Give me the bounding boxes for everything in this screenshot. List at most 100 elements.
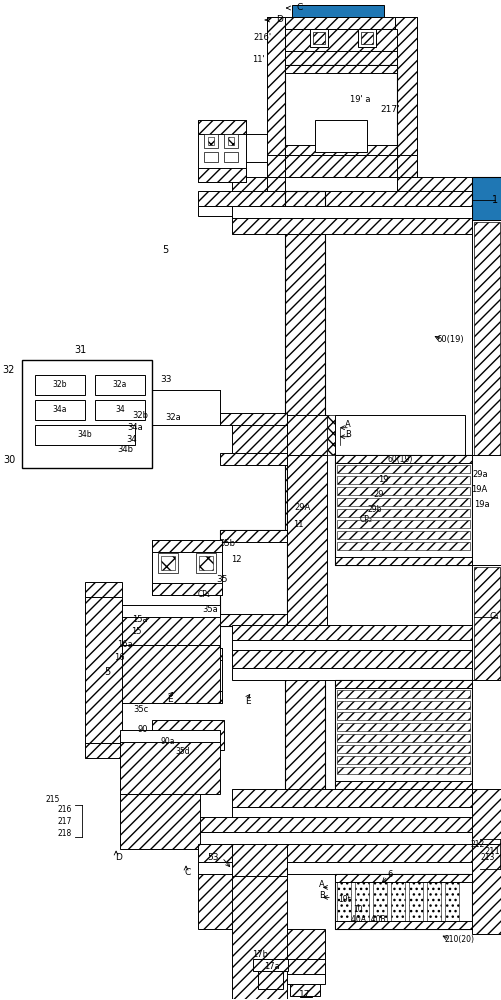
Bar <box>120 740 219 794</box>
Bar <box>336 520 469 528</box>
Text: A: A <box>344 420 350 429</box>
Bar <box>197 844 473 862</box>
Bar <box>471 680 501 789</box>
Bar <box>120 730 219 742</box>
Bar <box>197 817 473 832</box>
Bar <box>471 789 501 844</box>
Bar <box>161 663 175 677</box>
Text: 213: 213 <box>479 853 494 862</box>
Text: 218: 218 <box>58 829 72 838</box>
Bar <box>267 17 414 29</box>
Text: 32b: 32b <box>53 380 67 389</box>
Text: 29b: 29b <box>367 505 382 514</box>
Bar <box>336 767 469 774</box>
Bar <box>161 556 175 570</box>
Text: 15a: 15a <box>132 615 148 624</box>
Bar <box>120 605 219 617</box>
Bar <box>285 959 324 977</box>
Text: 29: 29 <box>372 490 383 499</box>
Bar <box>471 177 501 221</box>
Bar <box>471 220 501 500</box>
Text: 17a: 17a <box>264 962 279 971</box>
Bar <box>354 876 368 927</box>
Bar <box>336 712 469 720</box>
Text: 10: 10 <box>352 905 362 914</box>
Text: 35a: 35a <box>202 605 217 614</box>
Text: 19: 19 <box>377 475 388 484</box>
Text: 40A, 40B: 40A, 40B <box>350 915 384 924</box>
Text: 35: 35 <box>216 575 227 584</box>
Text: 16: 16 <box>114 653 125 662</box>
Bar <box>223 134 237 148</box>
Bar <box>334 557 471 565</box>
Bar <box>231 625 471 640</box>
Text: 19a: 19a <box>473 500 489 509</box>
Text: 19' a: 19' a <box>349 95 369 104</box>
Text: 32a: 32a <box>113 380 127 389</box>
Bar <box>231 650 471 668</box>
Bar <box>326 415 334 455</box>
Bar <box>471 455 501 565</box>
Text: 211: 211 <box>483 847 499 856</box>
Bar <box>334 874 471 929</box>
Text: 11': 11' <box>251 55 264 64</box>
Text: 31: 31 <box>74 345 86 355</box>
Bar <box>253 959 288 971</box>
Text: C₁: C₁ <box>489 612 499 621</box>
Bar <box>231 640 471 650</box>
Bar <box>203 152 217 162</box>
Bar <box>219 614 287 626</box>
Bar <box>336 498 469 506</box>
Bar <box>223 152 237 162</box>
Bar <box>396 155 416 177</box>
Bar <box>231 216 471 234</box>
Bar <box>22 360 152 468</box>
Text: 34: 34 <box>115 405 125 414</box>
Text: 32: 32 <box>3 365 15 375</box>
Bar <box>158 660 178 680</box>
Bar <box>267 17 285 167</box>
Bar <box>394 17 416 167</box>
Text: 34b: 34b <box>78 430 92 439</box>
Text: C: C <box>296 3 303 12</box>
Bar <box>231 177 285 191</box>
Bar <box>287 455 326 625</box>
Bar <box>287 415 326 455</box>
Bar <box>309 29 327 47</box>
Bar <box>258 971 283 989</box>
Text: CP₁: CP₁ <box>197 590 209 599</box>
Bar <box>285 51 396 65</box>
Bar <box>372 876 386 927</box>
Text: 90a: 90a <box>160 737 174 746</box>
Text: 12: 12 <box>231 555 241 564</box>
Text: 60(19): 60(19) <box>387 455 412 464</box>
Bar <box>285 65 396 73</box>
Bar <box>152 583 221 595</box>
Bar <box>152 648 221 660</box>
Bar <box>158 553 178 573</box>
Bar <box>285 155 396 177</box>
Text: 29a: 29a <box>471 470 487 479</box>
Bar <box>197 191 473 206</box>
Bar <box>473 567 499 763</box>
Bar <box>285 191 324 808</box>
Bar <box>285 145 396 155</box>
Text: 60(19): 60(19) <box>435 335 463 344</box>
Bar <box>336 487 469 495</box>
Bar <box>197 120 245 182</box>
Bar <box>267 177 285 191</box>
Text: 19A: 19A <box>469 485 486 494</box>
Text: 217': 217' <box>379 105 399 114</box>
Bar <box>300 989 311 997</box>
Bar <box>336 542 469 550</box>
Bar <box>95 400 145 420</box>
Bar <box>85 582 122 597</box>
Text: 34a: 34a <box>127 423 143 432</box>
Text: 34b: 34b <box>117 445 133 454</box>
Bar <box>152 720 223 750</box>
Bar <box>329 5 335 17</box>
Bar <box>334 455 471 463</box>
Bar <box>394 17 416 72</box>
Bar <box>336 756 469 764</box>
Bar <box>336 701 469 709</box>
